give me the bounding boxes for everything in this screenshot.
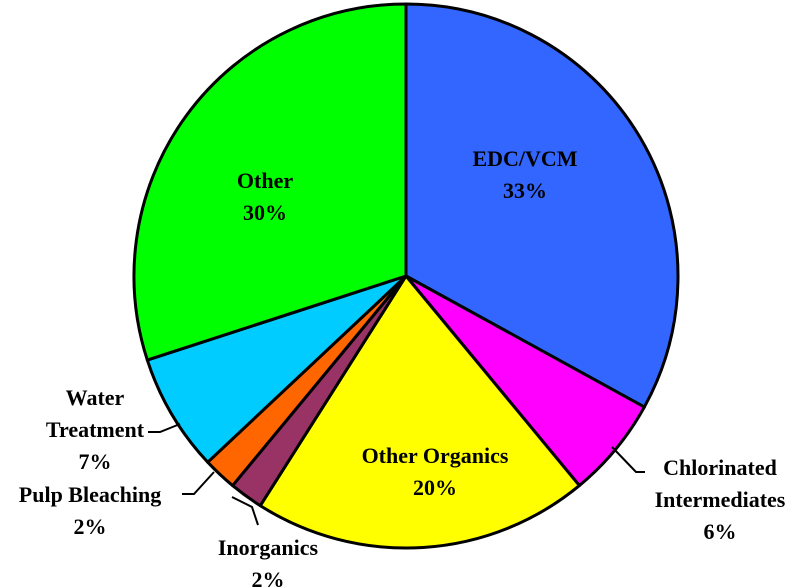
slice-name: Intermediates (655, 487, 786, 512)
slice-label-chlorinated-intermediates: Chlorinated Intermediates 6% (655, 455, 786, 544)
slice-name: Other (237, 168, 293, 193)
slice-name: Other Organics (362, 443, 509, 468)
slice-name: Inorganics (218, 535, 319, 560)
slice-percent: 2% (74, 514, 107, 539)
leader-line-water-treatment (148, 423, 181, 433)
slice-percent: 30% (243, 200, 287, 225)
slice-label-inorganics: Inorganics 2% (218, 535, 319, 587)
pie-slice-water-treatment (145, 274, 408, 464)
pie-slice-other-organics (258, 274, 581, 550)
slice-label-water-treatment: Water Treatment 7% (46, 385, 145, 474)
pie-slice-edc-vcm (404, 2, 680, 409)
slice-percent: 20% (413, 475, 457, 500)
pie-slice-other (132, 2, 408, 362)
slice-label-other: Other 30% (237, 168, 293, 225)
slice-label-edc-vcm: EDC/VCM 33% (472, 146, 577, 203)
slice-name: Chlorinated (663, 455, 777, 480)
slice-name: Water (66, 385, 125, 410)
leader-line-pulp-bleaching (182, 471, 215, 495)
slice-percent: 2% (252, 567, 285, 587)
leader-line-chlorinated-intermediates (611, 446, 645, 473)
slice-label-other-organics: Other Organics 20% (362, 443, 509, 500)
slice-label-pulp-bleaching: Pulp Bleaching 2% (19, 482, 161, 539)
slice-name: EDC/VCM (472, 146, 577, 171)
slice-name: Treatment (46, 417, 145, 442)
slice-percent: 33% (503, 178, 547, 203)
slice-percent: 7% (79, 449, 112, 474)
leader-line-inorganics (231, 496, 259, 526)
slice-name: Pulp Bleaching (19, 482, 161, 507)
slice-percent: 6% (704, 519, 737, 544)
